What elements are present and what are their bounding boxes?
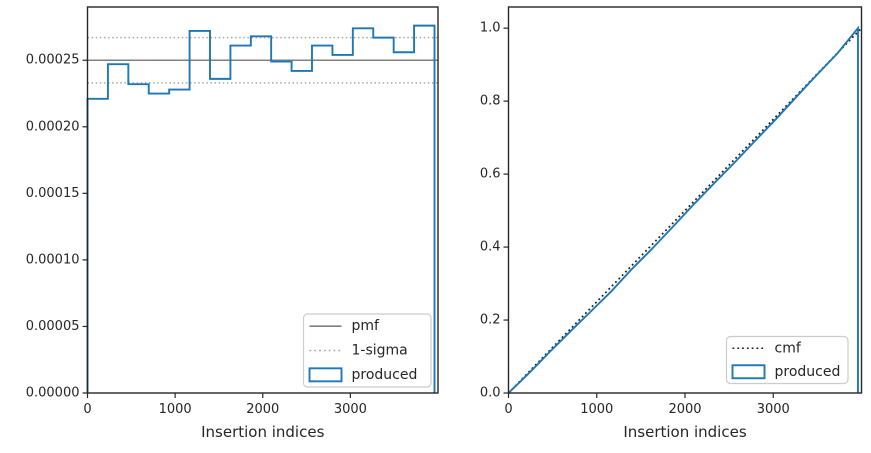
- y-tick-label: 0.00015: [26, 186, 80, 201]
- x-axis-label: Insertion indices: [623, 423, 746, 441]
- y-tick-label: 0.2: [480, 313, 501, 328]
- x-tick-label: 2000: [668, 402, 701, 417]
- x-tick-label: 1000: [580, 402, 613, 417]
- produced-cmf-series: [507, 25, 859, 394]
- x-tick-label: 0: [83, 402, 91, 417]
- x-tick-label: 0: [504, 402, 512, 417]
- y-tick-label: 0.4: [480, 240, 501, 255]
- legend-produced-swatch: [308, 367, 343, 383]
- produced-step-series: [86, 24, 436, 393]
- legend-label: produced: [352, 367, 418, 383]
- x-tick-label: 3000: [757, 402, 790, 417]
- legend: pmf 1-sigma produced: [302, 313, 432, 388]
- legend-label: pmf: [352, 318, 381, 334]
- x-tick-label: 2000: [246, 402, 279, 417]
- y-tick-label: 0.0: [480, 386, 501, 401]
- legend: cmf produced: [725, 335, 849, 385]
- y-tick-label: 0.00000: [26, 386, 80, 401]
- y-tick-label: 0.00025: [26, 53, 80, 68]
- y-tick-label: 0.8: [480, 94, 501, 109]
- legend-produced-swatch: [731, 364, 766, 380]
- x-axis-label: Insertion indices: [201, 423, 324, 441]
- y-tick-label: 0.00010: [26, 252, 80, 267]
- y-tick-label: 1.0: [480, 21, 501, 36]
- y-tick-label: 0.00005: [26, 319, 80, 334]
- left-chart: 0 1000 2000 3000 0.00000 0.00005 0.00010 0.0001…: [26, 6, 439, 441]
- legend-label: produced: [775, 364, 841, 380]
- x-tick-label: 1000: [159, 402, 192, 417]
- right-chart: 0 1000 2000 3000 0.0 0.2 0.4 0.6 0.8 1.0 Insertion…: [480, 6, 863, 441]
- x-tick-label: 3000: [334, 402, 367, 417]
- y-tick-label: 0.00020: [26, 119, 80, 134]
- y-tick-label: 0.6: [480, 167, 501, 182]
- legend-label: 1-sigma: [352, 343, 408, 359]
- legend-label: cmf: [775, 340, 802, 356]
